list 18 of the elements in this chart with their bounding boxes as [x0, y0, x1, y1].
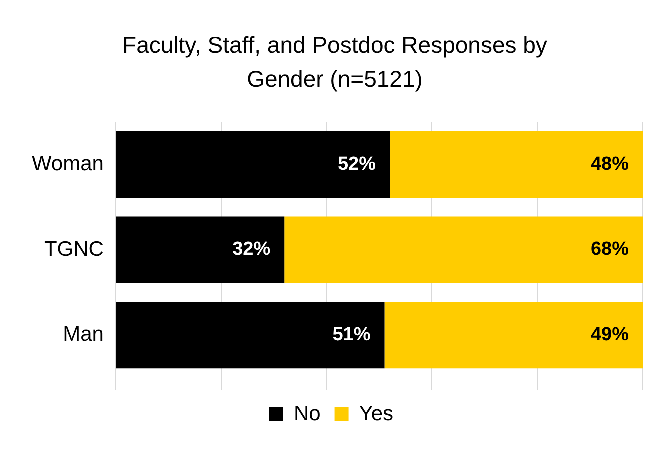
- data-label: 68%: [590, 239, 630, 260]
- legend-label: No: [294, 402, 321, 426]
- y-tick-label: Woman: [32, 152, 104, 176]
- chart-title: Faculty, Staff, and Postdoc Responses by Gender (n=5121): [122, 31, 548, 94]
- bar: [116, 302, 385, 369]
- data-label: 48%: [590, 154, 630, 175]
- data-label: 52%: [338, 154, 376, 175]
- data-label: 51%: [332, 324, 371, 346]
- y-tick-label: Man: [63, 323, 104, 346]
- bar: [116, 216, 285, 284]
- legend-label: Yes: [359, 402, 394, 426]
- bar: [390, 131, 643, 198]
- y-tick-label: TGNC: [44, 238, 104, 261]
- bar: [384, 302, 643, 369]
- data-label: 49%: [590, 324, 630, 346]
- bar: [284, 216, 643, 284]
- data-label: 32%: [232, 239, 271, 260]
- bar: [116, 131, 390, 198]
